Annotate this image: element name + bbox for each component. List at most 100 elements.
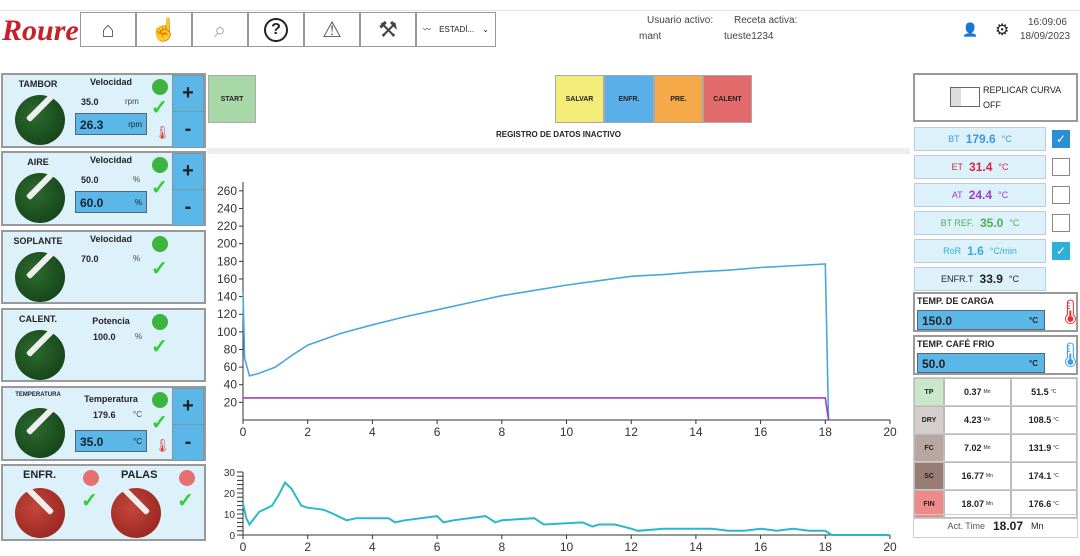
temp-frio-label: TEMP. CAFÉ FRIO xyxy=(917,339,995,349)
enfr-knob[interactable] xyxy=(15,488,65,538)
event-temp: 176.6 °C xyxy=(1010,490,1077,518)
panel-label: AIRE xyxy=(27,157,49,167)
panel-value: 35.0 xyxy=(81,97,99,107)
panel-title: Velocidad xyxy=(89,77,133,87)
trend-icon: 〰 xyxy=(423,25,431,34)
tools-button[interactable]: ⚒ xyxy=(360,12,416,47)
setpoint-unit: % xyxy=(134,198,142,207)
temp-frio-input[interactable]: 50.0 °C xyxy=(917,353,1045,373)
salvar-button[interactable]: SALVAR xyxy=(555,75,604,123)
temperatura-knob[interactable] xyxy=(15,408,65,458)
search-docs-button[interactable]: ⌕ xyxy=(192,12,248,47)
y-tick-label: 10 xyxy=(224,510,236,521)
tambor-knob[interactable] xyxy=(15,95,65,145)
toggle-switch[interactable] xyxy=(950,87,980,107)
check-icon: ✓ xyxy=(151,412,168,434)
alarms-button[interactable]: ⚠ xyxy=(304,12,360,47)
time-unit: Mn xyxy=(983,417,991,423)
temp-unit: °C xyxy=(1053,501,1059,507)
soplante-knob[interactable] xyxy=(15,252,65,302)
aire-plus-button[interactable]: + xyxy=(172,153,204,190)
gear-icon[interactable]: ⚙ xyxy=(995,22,1010,39)
home-button[interactable]: ⌂ xyxy=(80,12,136,47)
temp-carga-input[interactable]: 150.0 °C xyxy=(917,310,1045,330)
time-value: 0.37 xyxy=(964,387,982,397)
reading-checkbox[interactable] xyxy=(1052,214,1070,232)
series-bt xyxy=(242,263,830,421)
act-time-unit: Mn xyxy=(1031,521,1044,531)
tambor-setpoint-input[interactable]: 26.3 rpm xyxy=(75,113,147,135)
manual-button[interactable]: ☝ xyxy=(136,12,192,47)
event-row: DRY 4.23 Mn 108.5 °C xyxy=(913,405,1078,435)
status-led-green xyxy=(152,79,168,95)
check-icon: ✓ xyxy=(151,97,168,119)
y-tick-label: 140 xyxy=(217,290,237,304)
check-icon: ✓ xyxy=(177,490,194,512)
reading-value: 33.9 xyxy=(979,272,1003,286)
event-temp: 174.1 °C xyxy=(1010,462,1077,490)
y-tick-label: 100 xyxy=(217,325,237,339)
replicar-curva-toggle[interactable]: REPLICAR CURVA OFF xyxy=(913,73,1078,122)
event-row: TP 0.37 Mn 51.5 °C xyxy=(913,377,1078,407)
y-tick-label: 20 xyxy=(224,395,238,409)
event-temp: 131.9 °C xyxy=(1010,434,1077,462)
enfr-button[interactable]: ENFR. xyxy=(604,75,654,123)
event-time: 0.37 Mn xyxy=(944,378,1011,406)
event-key[interactable]: TP xyxy=(914,378,944,406)
tambor-minus-button[interactable]: - xyxy=(172,111,204,148)
pre-button[interactable]: PRE. xyxy=(654,75,703,123)
reading-checkbox[interactable]: ✓ xyxy=(1052,130,1070,148)
temperatura-minus-button[interactable]: - xyxy=(172,424,204,461)
time-value: 7.02 xyxy=(964,443,982,453)
palas-knob[interactable] xyxy=(111,488,161,538)
event-row: FIN 18.07 Mn 176.6 °C xyxy=(913,489,1078,519)
event-key[interactable]: FIN xyxy=(914,490,944,518)
reading-label: ET xyxy=(951,162,964,172)
start-button[interactable]: START xyxy=(208,75,256,123)
aire-minus-button[interactable]: - xyxy=(172,189,204,226)
x-tick-label: 14 xyxy=(689,540,703,554)
y-tick-label: 80 xyxy=(224,342,238,356)
panel-title: Velocidad xyxy=(89,155,133,165)
panel-unit: °C xyxy=(133,410,142,419)
reading-checkbox[interactable] xyxy=(1052,158,1070,176)
y-tick-label: 220 xyxy=(217,219,237,233)
reading-value: 1.6 xyxy=(967,244,984,258)
series-ror xyxy=(242,480,890,536)
status-led-red xyxy=(83,470,99,486)
thermometer-icon: 🌡 xyxy=(154,125,171,140)
act-time-label: Act. Time xyxy=(947,521,985,531)
status-led-green xyxy=(152,157,168,173)
event-key[interactable]: SC xyxy=(914,462,944,490)
x-tick-label: 6 xyxy=(434,425,441,439)
temp-value: 131.9 xyxy=(1028,443,1052,453)
aire-knob[interactable] xyxy=(15,173,65,223)
time-value: 18.07 xyxy=(961,499,985,509)
tambor-plus-button[interactable]: + xyxy=(172,75,204,112)
reading-checkbox[interactable]: ✓ xyxy=(1052,242,1070,260)
time-unit: Mn xyxy=(986,473,993,479)
x-tick-label: 0 xyxy=(240,425,247,439)
y-tick-label: 30 xyxy=(224,468,236,479)
user-icon[interactable]: 👤 xyxy=(962,22,979,37)
panel-temperatura: TEMPERATURA Temperatura 179.6 °C 35.0 °C … xyxy=(1,386,206,461)
y-tick-label: 120 xyxy=(217,307,237,321)
x-tick-label: 4 xyxy=(369,540,376,554)
temperatura-setpoint-input[interactable]: 35.0 °C xyxy=(75,430,147,452)
reading-2: AT 24.4 °C xyxy=(914,183,1046,207)
help-button[interactable]: ? xyxy=(248,12,304,47)
temp-value: 108.5 xyxy=(1028,415,1052,425)
temperatura-plus-button[interactable]: + xyxy=(172,388,204,425)
active-recipe: tueste1234 xyxy=(724,31,774,42)
calent-button[interactable]: CALENT xyxy=(703,75,752,123)
status-bar xyxy=(207,148,910,154)
event-key[interactable]: FC xyxy=(914,434,944,462)
panel-soplante: SOPLANTE Velocidad 70.0 % ✓ xyxy=(1,230,206,304)
reading-checkbox[interactable] xyxy=(1052,186,1070,204)
calent-knob[interactable] xyxy=(15,330,65,380)
statistics-dropdown[interactable]: 〰 ESTADÍ... ⌄ xyxy=(416,12,496,47)
x-tick-label: 10 xyxy=(560,425,574,439)
aire-setpoint-input[interactable]: 60.0% xyxy=(75,191,147,213)
event-key[interactable]: DRY xyxy=(914,406,944,434)
status-led-green xyxy=(152,392,168,408)
